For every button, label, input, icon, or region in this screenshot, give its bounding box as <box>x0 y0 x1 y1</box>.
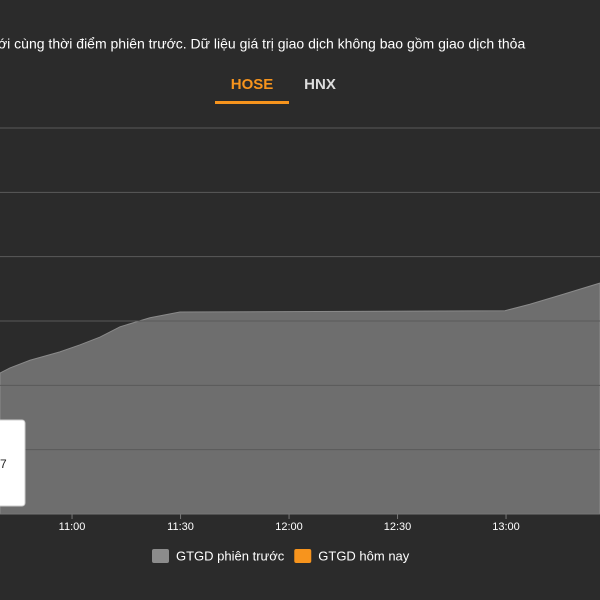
plot: 11:00 11:30 12:00 12:30 13:00 GTGD phiên trướ… <box>0 127 600 563</box>
x-tick-label: 11:30 <box>167 521 194 533</box>
tooltip-text: 7 <box>0 457 7 471</box>
tab-hose[interactable]: HOSE <box>231 76 274 93</box>
area <box>0 282 600 515</box>
tab-hnx[interactable]: HNX <box>304 76 336 93</box>
x-tick-label: 12:30 <box>384 521 412 533</box>
tooltip <box>0 419 26 507</box>
header-text: ới cùng thời điểm phiên trước. Dữ liệu g… <box>0 36 525 52</box>
legend-swatch <box>152 549 169 563</box>
legend-label: GTGD hôm nay <box>318 548 410 563</box>
legend-label: GTGD phiên trước <box>176 548 285 563</box>
tab-underline <box>215 101 289 104</box>
x-tick-label: 12:00 <box>275 521 303 533</box>
x-tick-label: 13:00 <box>492 521 520 533</box>
x-tick-label: 11:00 <box>59 521 86 533</box>
legend-swatch <box>294 549 312 563</box>
